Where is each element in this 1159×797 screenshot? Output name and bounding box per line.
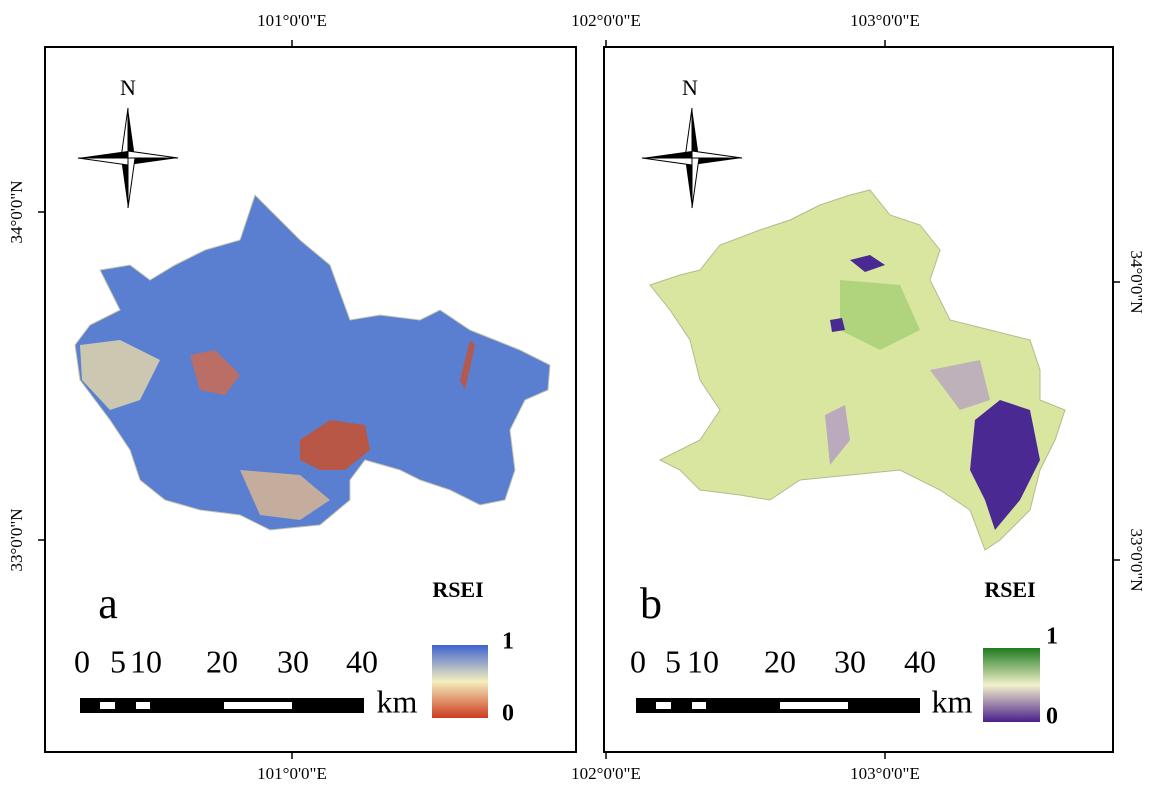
panel-label: b bbox=[640, 579, 662, 628]
north-label: N bbox=[120, 75, 136, 100]
scale-label: 20 bbox=[206, 643, 238, 679]
compass-arm bbox=[77, 157, 129, 166]
lon-label: 103°0'0"E bbox=[850, 764, 920, 783]
north-arrow bbox=[77, 107, 179, 209]
scale-label: 5 bbox=[665, 643, 681, 679]
map-a bbox=[74, 194, 551, 531]
lon-label: 101°0'0"E bbox=[257, 764, 327, 783]
compass-arm bbox=[78, 151, 128, 158]
legend-max: 1 bbox=[502, 629, 514, 655]
lon-label: 101°0'0"E bbox=[257, 11, 327, 30]
legend-title: RSEI bbox=[432, 577, 483, 602]
compass-arm bbox=[128, 108, 135, 158]
scale-label: 10 bbox=[130, 643, 162, 679]
tick-marks bbox=[38, 40, 1120, 759]
compass-arm bbox=[642, 151, 692, 158]
north-label: N bbox=[682, 75, 698, 100]
scale-label: 0 bbox=[74, 643, 90, 679]
lat-label: 34°0'0"N bbox=[1127, 250, 1146, 313]
scale-bar bbox=[80, 698, 364, 713]
compass-arm bbox=[692, 108, 699, 158]
scale-bar-gap bbox=[656, 702, 671, 709]
scale-label: 30 bbox=[277, 643, 309, 679]
legend-ramp bbox=[983, 648, 1040, 722]
scale-bar bbox=[636, 698, 920, 713]
compass-arm bbox=[691, 157, 700, 209]
legend-min: 0 bbox=[1046, 704, 1058, 730]
compass-arm bbox=[691, 150, 743, 159]
compass-arm bbox=[120, 107, 129, 159]
legend-ramp bbox=[432, 645, 488, 718]
legend-max: 1 bbox=[1046, 624, 1058, 650]
lat-label: 34°0'0"N bbox=[7, 180, 26, 243]
compass-arm bbox=[641, 157, 693, 166]
frame-a bbox=[44, 46, 577, 753]
compass-arm bbox=[121, 158, 128, 208]
scale-bar-gap bbox=[100, 702, 115, 709]
lon-label: 102°0'0"E bbox=[571, 764, 641, 783]
compass-arm bbox=[127, 150, 179, 159]
compass-arm bbox=[127, 157, 136, 209]
legend-title: RSEI bbox=[984, 577, 1035, 602]
lon-label: 103°0'0"E bbox=[850, 11, 920, 30]
lat-label: 33°0'0"N bbox=[1127, 528, 1146, 591]
scale-bar-gap bbox=[136, 702, 150, 709]
scale-bar-gap bbox=[224, 702, 292, 709]
lon-label: 102°0'0"E bbox=[571, 11, 641, 30]
compass-arm bbox=[684, 107, 693, 159]
scale-bar-gap bbox=[780, 702, 848, 709]
scale-label: 10 bbox=[687, 643, 719, 679]
scale-label: 0 bbox=[630, 643, 646, 679]
compass-arm bbox=[128, 158, 178, 165]
legend-min: 0 bbox=[502, 701, 514, 727]
scale-label: 40 bbox=[904, 643, 936, 679]
scale-label: 20 bbox=[764, 643, 796, 679]
frame-b bbox=[603, 46, 1114, 753]
lat-label: 33°0'0"N bbox=[7, 508, 26, 571]
north-arrow bbox=[641, 107, 743, 209]
scale-bar-gap bbox=[692, 702, 706, 709]
panel-label: a bbox=[98, 579, 118, 628]
compass-arm bbox=[685, 158, 692, 208]
compass-arm bbox=[692, 158, 742, 165]
scale-unit: km bbox=[932, 683, 973, 719]
scale-label: 5 bbox=[110, 643, 126, 679]
map-b bbox=[649, 189, 1066, 551]
scale-label: 30 bbox=[834, 643, 866, 679]
scale-label: 40 bbox=[346, 643, 378, 679]
scale-unit: km bbox=[377, 683, 418, 719]
